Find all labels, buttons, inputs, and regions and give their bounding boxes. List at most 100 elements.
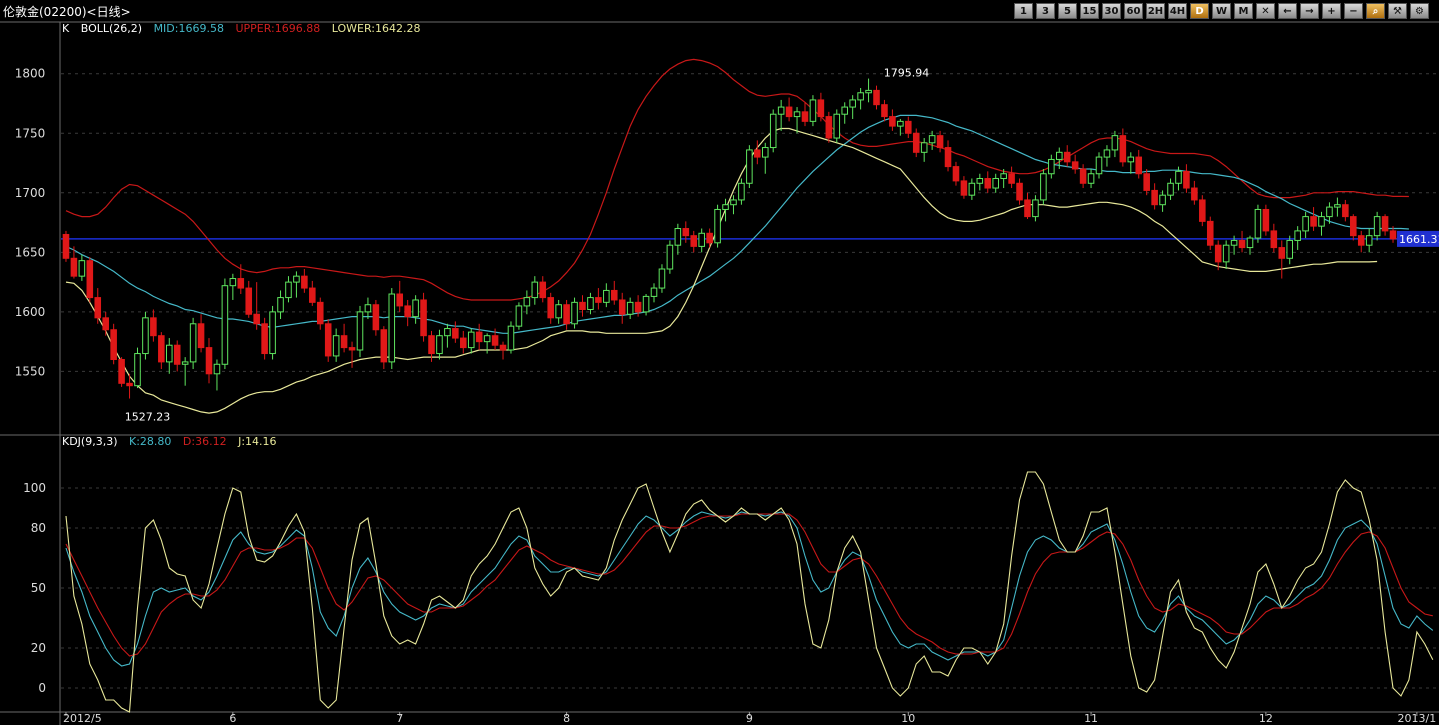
period-60-button[interactable]: 60 bbox=[1124, 3, 1143, 19]
candle-down bbox=[1119, 135, 1127, 163]
candle-down bbox=[1135, 156, 1143, 175]
candle-down bbox=[1151, 189, 1158, 206]
candle-down bbox=[452, 328, 459, 339]
candle-down bbox=[881, 104, 888, 118]
candle-down bbox=[1191, 187, 1198, 201]
candle-down bbox=[889, 116, 896, 127]
candle-up bbox=[698, 232, 705, 247]
candle-up bbox=[1326, 206, 1333, 218]
x-tick-label: 7 bbox=[396, 712, 403, 725]
candle-up bbox=[738, 182, 745, 201]
candle-down bbox=[960, 180, 968, 196]
kdj-j-label: J:14.16 bbox=[238, 435, 277, 448]
candle-up bbox=[483, 335, 491, 343]
kdj-k-label: K:28.80 bbox=[129, 435, 172, 448]
kdj-name-label: KDJ(9,3,3) bbox=[62, 435, 118, 448]
candle-up bbox=[293, 275, 300, 283]
candle-down bbox=[1278, 247, 1286, 259]
candle-up bbox=[793, 111, 801, 118]
kdj-y-tick-label: 80 bbox=[31, 521, 46, 535]
candle-down bbox=[1342, 204, 1349, 218]
zoom-out-button[interactable]: − bbox=[1344, 3, 1363, 19]
candle-down bbox=[1024, 199, 1031, 218]
candle-down bbox=[754, 149, 761, 158]
candle-up bbox=[277, 297, 284, 313]
candle-down bbox=[634, 301, 642, 313]
candle-up bbox=[666, 244, 674, 270]
candle-up bbox=[523, 297, 531, 307]
period-2h-button[interactable]: 2H bbox=[1146, 3, 1165, 19]
candle-up bbox=[1000, 173, 1007, 180]
candle-up bbox=[221, 285, 229, 365]
period-30-button[interactable]: 30 bbox=[1102, 3, 1121, 19]
current-price-tag bbox=[1397, 230, 1439, 247]
candle-down bbox=[547, 297, 554, 319]
candle-down bbox=[1143, 173, 1150, 191]
candle-down bbox=[428, 335, 435, 355]
candle-down bbox=[682, 228, 690, 237]
scroll-left-button[interactable]: ← bbox=[1278, 3, 1297, 19]
candle-up bbox=[841, 106, 849, 115]
x-tick-label: 2012/5 bbox=[63, 712, 102, 725]
tools-button[interactable]: ⚒ bbox=[1388, 3, 1407, 19]
candle-down bbox=[460, 337, 467, 349]
candle-down bbox=[1079, 168, 1087, 184]
candle-up bbox=[1111, 135, 1119, 151]
close-chart-button[interactable]: ✕ bbox=[1256, 3, 1275, 19]
candle-up bbox=[1087, 173, 1095, 184]
candle-down bbox=[245, 287, 253, 315]
settings-button[interactable]: ⚙ bbox=[1410, 3, 1429, 19]
period-15-button[interactable]: 15 bbox=[1080, 3, 1099, 19]
main-y-tick-label: 1800 bbox=[15, 67, 46, 81]
candle-down bbox=[1008, 173, 1015, 184]
period-month-button[interactable]: M bbox=[1234, 3, 1253, 19]
candle-up bbox=[165, 344, 173, 363]
period-week-button[interactable]: W bbox=[1212, 3, 1231, 19]
zoom-in-button[interactable]: + bbox=[1322, 3, 1341, 19]
x-tick-label: 6 bbox=[229, 712, 236, 725]
candle-up bbox=[1167, 182, 1174, 196]
candle-up bbox=[332, 335, 340, 357]
candle-down bbox=[491, 335, 499, 346]
candle-down bbox=[1350, 216, 1357, 237]
candle-down bbox=[340, 335, 348, 349]
candle-up bbox=[412, 299, 419, 318]
candle-down bbox=[1206, 220, 1214, 246]
candle-down bbox=[825, 116, 833, 139]
candle-up bbox=[1286, 239, 1294, 259]
scroll-right-button[interactable]: → bbox=[1300, 3, 1319, 19]
x-tick-label: 9 bbox=[746, 712, 753, 725]
x-tick-label: 10 bbox=[901, 712, 915, 725]
candle-up bbox=[1318, 216, 1325, 227]
candle-down bbox=[1016, 182, 1023, 201]
candle-up bbox=[1373, 216, 1381, 237]
candle-down bbox=[1071, 161, 1079, 170]
candle-up bbox=[1048, 158, 1055, 175]
candle-down bbox=[1357, 235, 1365, 246]
candle-up bbox=[730, 199, 737, 206]
candle-up bbox=[833, 113, 841, 139]
candle-up bbox=[992, 178, 999, 189]
candle-down bbox=[1310, 216, 1317, 227]
candle-down bbox=[944, 147, 952, 168]
candle-down bbox=[372, 304, 380, 331]
current-price-label: 1661.31 bbox=[1399, 233, 1439, 246]
candle-down bbox=[1389, 230, 1397, 240]
main-y-tick-label: 1600 bbox=[15, 305, 46, 319]
x-tick-label: 2013/1 bbox=[1398, 712, 1437, 725]
search-button[interactable]: ⌕ bbox=[1366, 3, 1385, 19]
period-5-button[interactable]: 5 bbox=[1058, 3, 1077, 19]
candle-down bbox=[579, 301, 586, 310]
period-day-button[interactable]: D bbox=[1190, 3, 1209, 19]
candle-down bbox=[150, 317, 157, 337]
period-3-button[interactable]: 3 bbox=[1036, 3, 1055, 19]
candle-up bbox=[467, 331, 475, 349]
candle-up bbox=[229, 278, 237, 287]
candle-down bbox=[126, 382, 133, 387]
period-1-button[interactable]: 1 bbox=[1014, 3, 1033, 19]
period-4h-button[interactable]: 4H bbox=[1168, 3, 1187, 19]
candle-down bbox=[952, 166, 960, 182]
kdj-y-tick-label: 20 bbox=[31, 641, 46, 655]
candle-down bbox=[1262, 208, 1270, 232]
